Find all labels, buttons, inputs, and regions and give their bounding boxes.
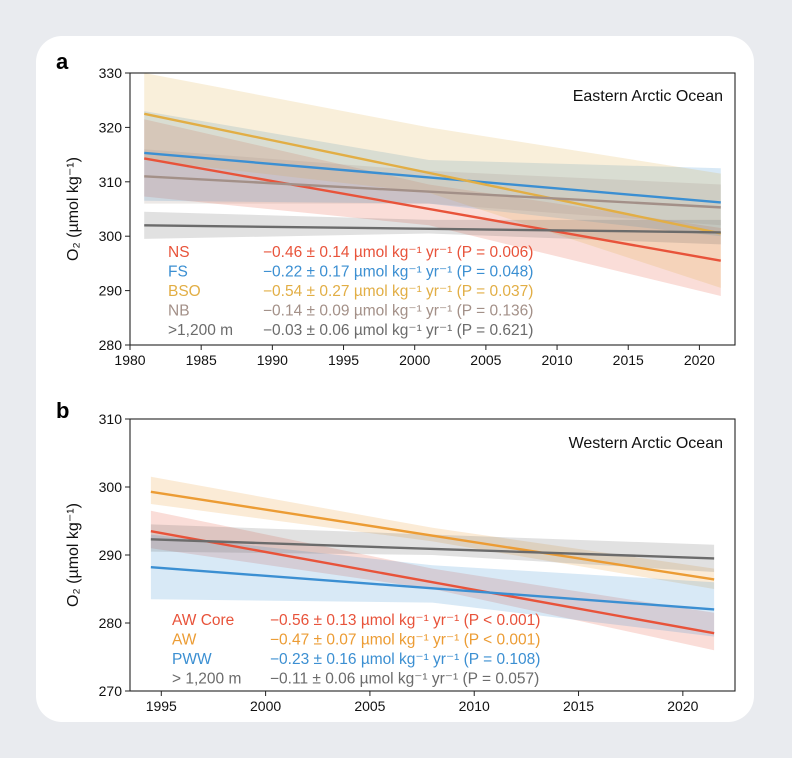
- panel-b-x-tick-label: 2000: [250, 698, 281, 714]
- panel-b-trend-line-aw-core: [150, 530, 715, 635]
- panel-b-x-tick-label: 2005: [354, 698, 385, 714]
- panel-a-trend-line-ns: [144, 157, 721, 262]
- panel-b-y-tick-label: 300: [99, 479, 123, 495]
- panel-b-x-tick-label: 2020: [667, 698, 698, 714]
- panel-a-legend-name-fs: FS: [168, 264, 188, 281]
- panel-b-y-tick-label: 290: [99, 547, 123, 563]
- panel-b-trend-line-1-200-m: [150, 538, 715, 560]
- panel-b-legend: AW Core −0.56 ± 0.13 µmol kg⁻¹ yr⁻¹ (P < …: [172, 612, 540, 688]
- panel-a-x-tick-label: 2010: [541, 352, 572, 368]
- panel-b-legend-name-1-200-m: > 1,200 m: [172, 671, 241, 688]
- panel-a-trend-line-bso: [143, 112, 722, 235]
- panel-b-y-axis: 270 280 290 300 310: [99, 411, 130, 699]
- panel-b-label: b: [56, 398, 69, 423]
- panel-a-label: a: [56, 49, 69, 74]
- panel-a-x-tick-label: 1980: [114, 352, 145, 368]
- panel-b-legend-stat-aw-core: −0.56 ± 0.13 µmol kg⁻¹ yr⁻¹ (P < 0.001): [270, 612, 540, 629]
- panel-a-legend-stat-1-200-m: −0.03 ± 0.06 µmol kg⁻¹ yr⁻¹ (P = 0.621): [263, 322, 533, 339]
- panel-a-legend-name-nb: NB: [168, 303, 190, 320]
- panel-b-y-tick-label: 280: [99, 615, 123, 631]
- panel-b-y-axis-label: O₂ (µmol kg⁻¹): [65, 503, 82, 607]
- panel-a-x-tick-label: 2020: [684, 352, 715, 368]
- panel-a-legend-name-bso: BSO: [168, 283, 201, 300]
- panel-b: b 1995 2000 2005 2010 2015 2020 270 280 290 300 3…: [56, 398, 736, 714]
- panel-b-legend-name-aw-core: AW Core: [172, 612, 234, 629]
- panel-a-x-tick-label: 2005: [470, 352, 501, 368]
- panel-b-legend-stat-pww: −0.23 ± 0.16 µmol kg⁻¹ yr⁻¹ (P = 0.108): [270, 651, 540, 668]
- panel-a-lines: [143, 112, 722, 262]
- panel-a-legend-stat-bso: −0.54 ± 0.27 µmol kg⁻¹ yr⁻¹ (P = 0.037): [263, 283, 533, 300]
- panel-a-trend-line-1-200-m: [144, 224, 721, 234]
- panel-a-y-tick-label: 310: [99, 174, 123, 190]
- panel-a-legend: NS −0.46 ± 0.14 µmol kg⁻¹ yr⁻¹ (P = 0.006…: [168, 244, 533, 339]
- panel-b-legend-name-pww: PWW: [172, 651, 212, 668]
- panel-a-x-tick-label: 2015: [613, 352, 644, 368]
- panel-b-band-aw: [150, 476, 715, 589]
- panel-b-x-tick-label: 2010: [459, 698, 490, 714]
- panel-a-legend-stat-ns: −0.46 ± 0.14 µmol kg⁻¹ yr⁻¹ (P = 0.006): [263, 244, 533, 261]
- panel-a-y-tick-label: 280: [99, 337, 123, 353]
- figure-card: [36, 36, 754, 722]
- panel-a-y-tick-label: 290: [99, 283, 123, 299]
- panel-a-legend-name-1-200-m: >1,200 m: [168, 322, 233, 339]
- panel-a-legend-name-ns: NS: [168, 244, 190, 261]
- panel-b-legend-stat-aw: −0.47 ± 0.07 µmol kg⁻¹ yr⁻¹ (P < 0.001): [270, 632, 540, 649]
- panel-b-trend-line-aw: [150, 490, 715, 581]
- panel-b-y-tick-label: 270: [99, 683, 123, 699]
- panel-a-band-ns: [144, 119, 721, 296]
- panel-b-lines: [150, 490, 715, 635]
- panel-b-x-tick-label: 2015: [563, 698, 594, 714]
- panel-b-band-aw-core: [150, 510, 715, 651]
- panel-a-x-tick-label: 1995: [328, 352, 359, 368]
- panel-b-legend-stat-1-200-m: −0.11 ± 0.06 µmol kg⁻¹ yr⁻¹ (P = 0.057): [270, 671, 539, 688]
- panel-b-x-axis: 1995 2000 2005 2010 2015 2020: [146, 691, 699, 714]
- panel-a-y-axis-label: O₂ (µmol kg⁻¹): [65, 157, 82, 261]
- panel-a-y-tick-label: 300: [99, 228, 123, 244]
- panel-a-frame: [129, 72, 736, 346]
- panel-a: a 1980 1985 1990 1995 2000 2005 2010 2015 2020 2…: [56, 49, 736, 368]
- panel-a-y-tick-label: 330: [99, 65, 123, 81]
- panel-b-x-tick-label: 1995: [146, 698, 177, 714]
- panel-b-band-pww: [150, 534, 715, 637]
- panel-b-region-annotation: Western Arctic Ocean: [569, 435, 723, 452]
- panel-a-legend-stat-fs: −0.22 ± 0.17 µmol kg⁻¹ yr⁻¹ (P = 0.048): [263, 264, 533, 281]
- panel-a-legend-stat-nb: −0.14 ± 0.09 µmol kg⁻¹ yr⁻¹ (P = 0.136): [263, 303, 533, 320]
- panel-a-x-tick-label: 1990: [257, 352, 288, 368]
- panel-a-trend-line-nb: [144, 175, 721, 209]
- panel-a-band-nb: [144, 149, 721, 226]
- panel-a-y-axis: 280 290 300 310 320 330: [99, 65, 130, 353]
- panel-a-trend-line-fs: [144, 151, 721, 204]
- panel-a-x-tick-label: 1985: [186, 352, 217, 368]
- panel-a-x-tick-label: 2000: [399, 352, 430, 368]
- panel-a-y-tick-label: 320: [99, 119, 123, 135]
- panel-a-x-axis: 1980 1985 1990 1995 2000 2005 2010 2015 2020: [114, 345, 715, 368]
- panel-a-region-annotation: Eastern Arctic Ocean: [573, 88, 723, 105]
- panel-b-y-tick-label: 310: [99, 411, 123, 427]
- panel-b-trend-line-pww: [150, 566, 715, 611]
- panel-b-legend-name-aw: AW: [172, 632, 197, 649]
